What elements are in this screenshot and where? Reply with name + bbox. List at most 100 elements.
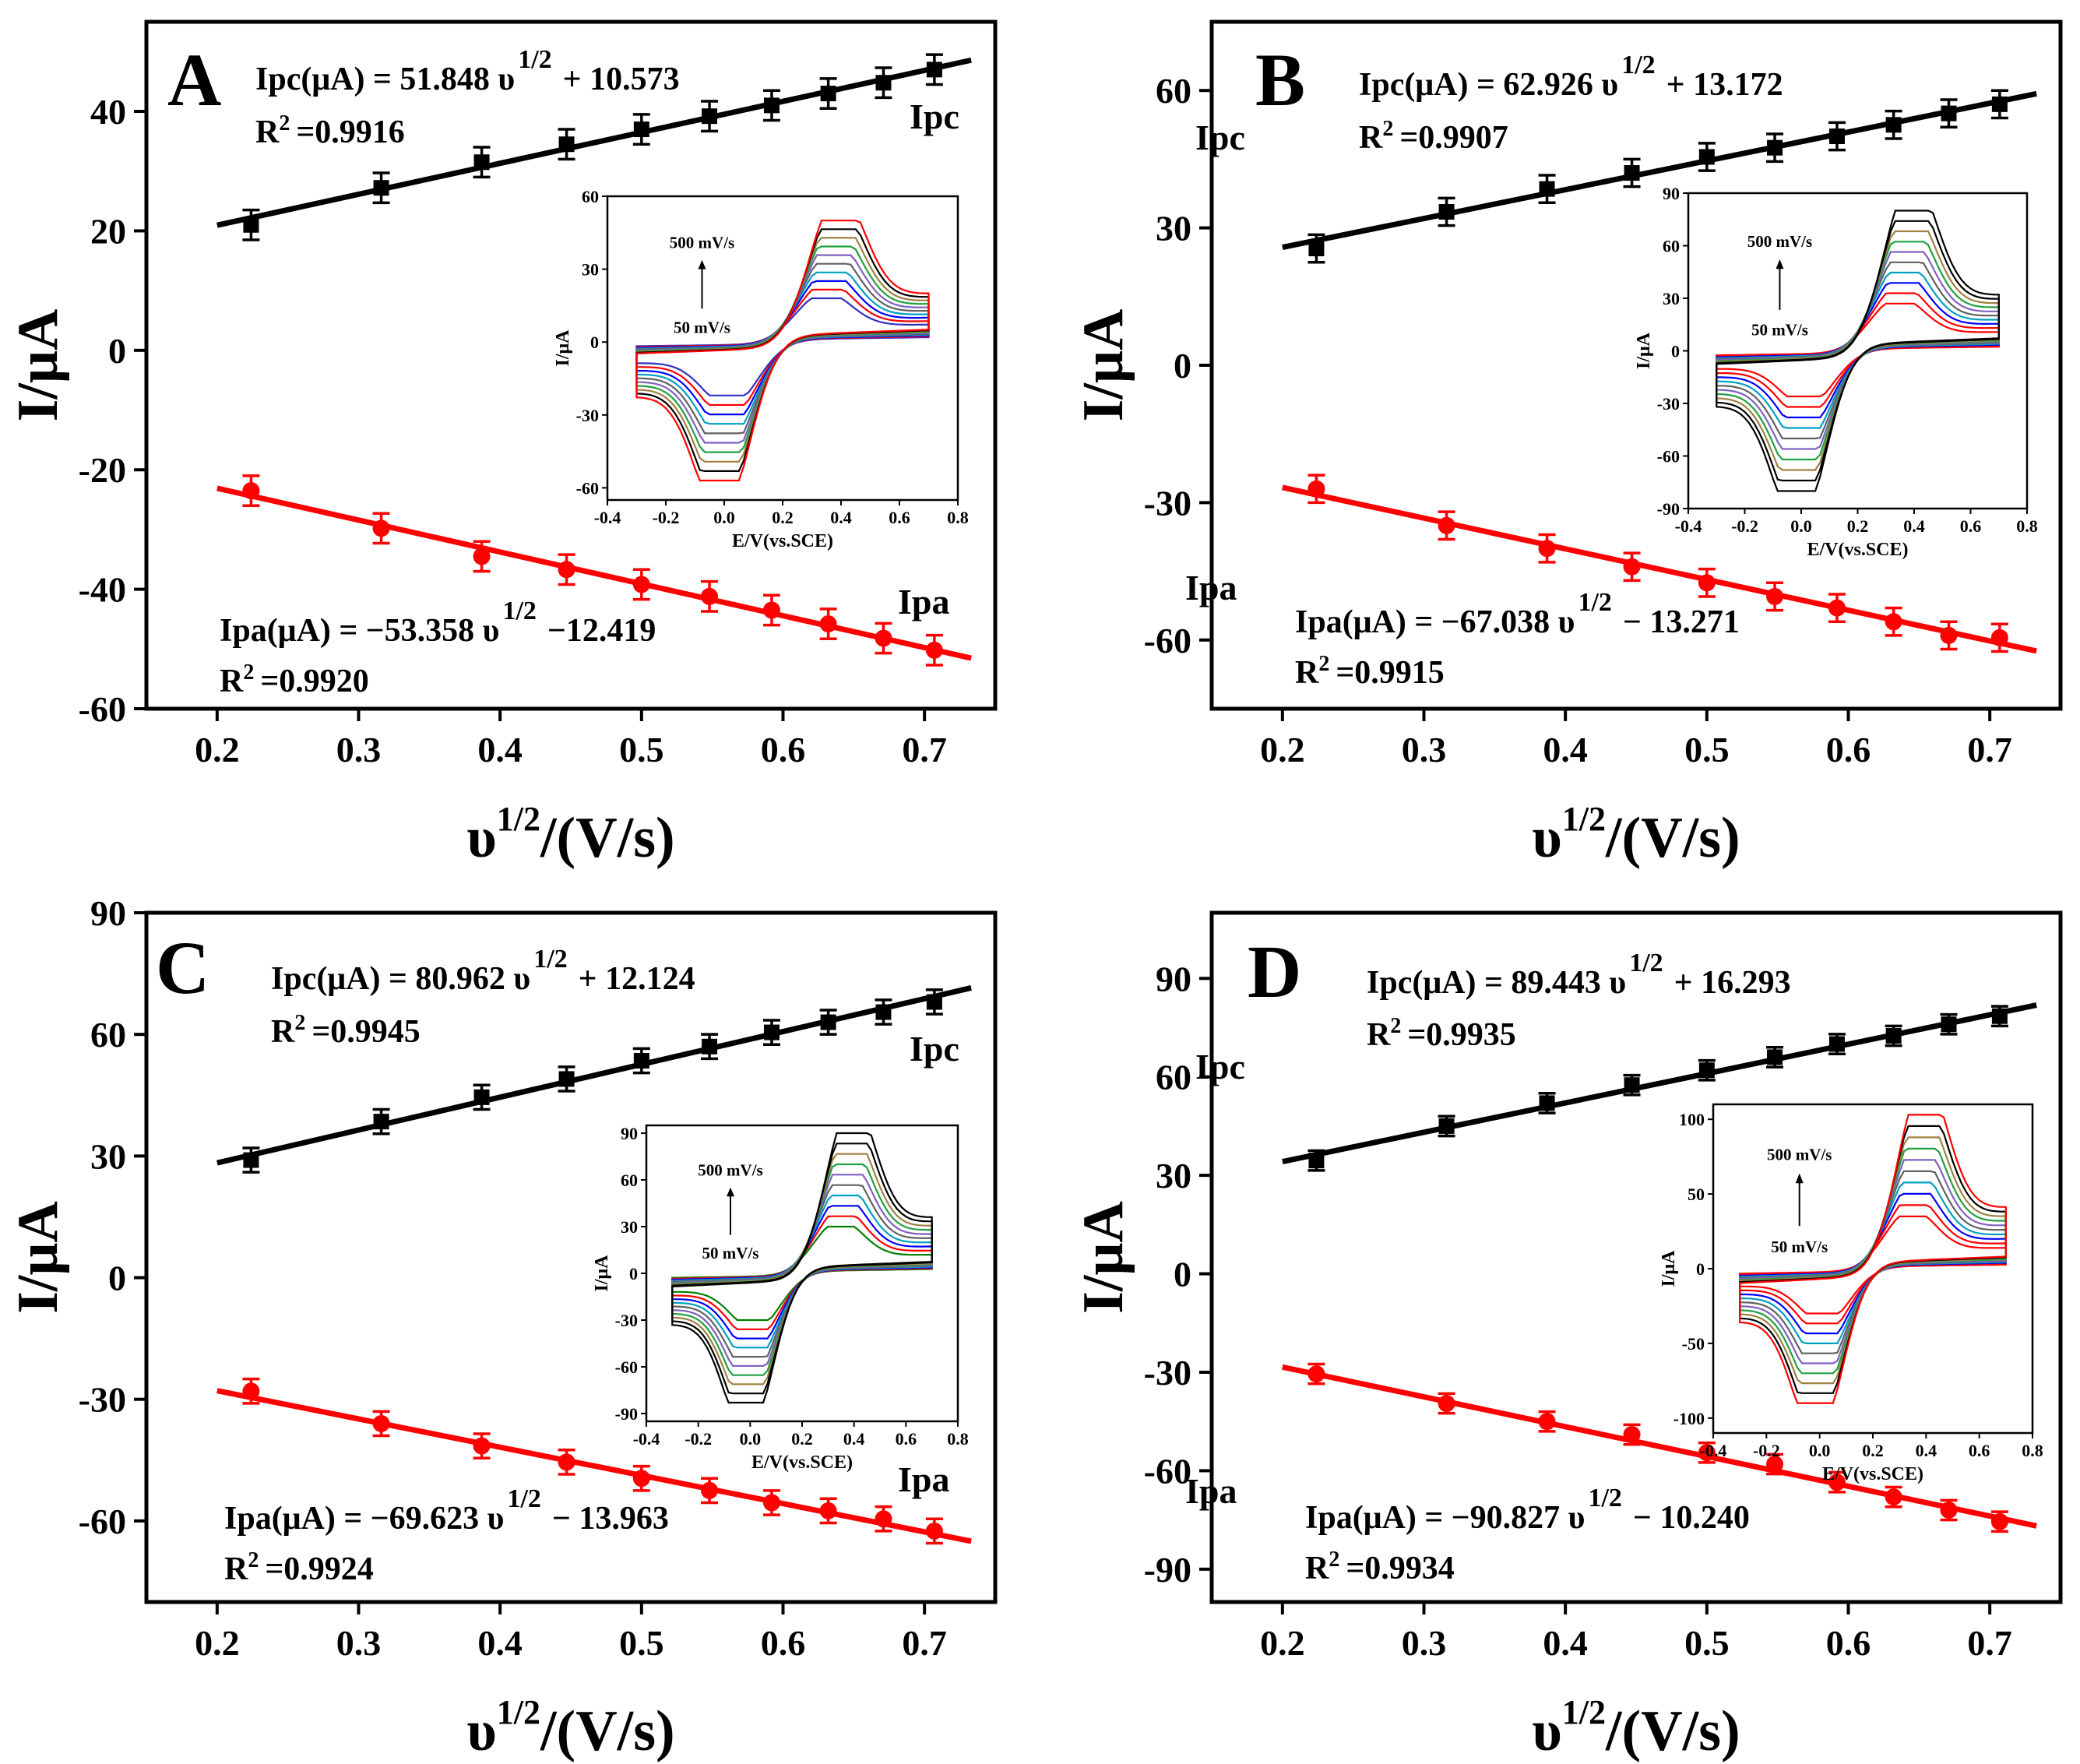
inset-arrow-head [1795, 1173, 1804, 1184]
data-point [1766, 1456, 1784, 1473]
data-point [372, 1414, 390, 1432]
x-axis-exponent: 1/2 [1562, 800, 1606, 838]
inset-cv-plot: -0.4 -0.2 0.0 0.2 0.4 0.6 0.8 -60 -30 0 30 60 E/V(vs… [553, 187, 969, 551]
plot-frame [144, 910, 998, 1604]
x-axis-exponent: 1/2 [497, 800, 540, 838]
data-point [1885, 117, 1902, 133]
data-point [1885, 613, 1902, 631]
x-tick-label: 0.2 [1260, 1623, 1305, 1663]
x-tick-label: 0.7 [902, 1623, 947, 1663]
data-point [1307, 1365, 1325, 1383]
data-point [473, 548, 491, 565]
x-tick-label: 0.4 [1543, 730, 1588, 769]
equation-lhs: Ipc(μA) = 89.443 υ [1367, 965, 1626, 1001]
data-point [372, 519, 390, 537]
y-axis-title: I/μA [1072, 309, 1135, 422]
data-point [1698, 574, 1716, 592]
series-label: Ipc [910, 97, 959, 136]
inset-y-tick-label: 90 [621, 1124, 638, 1143]
data-point [926, 994, 942, 1010]
series-label: Ipc [1195, 1047, 1245, 1086]
inset-x-tick-label: 0.8 [2016, 516, 2038, 536]
equation-exponent: 1/2 [1588, 1484, 1621, 1512]
inset-x-tick-label: 0.0 [713, 508, 735, 527]
data-point [242, 1382, 260, 1400]
inset-y-axis-title: I/μA [1634, 332, 1654, 369]
equation-rhs: −12.419 [547, 613, 656, 649]
inset-y-axis-title: I/μA [592, 1255, 612, 1292]
r-squared: R2 =0.9945 [271, 1011, 421, 1050]
data-point [1438, 1118, 1455, 1134]
x-axis-symbol: υ [1532, 806, 1561, 870]
inset-x-tick-label: 0.8 [2022, 1441, 2043, 1460]
data-point [1828, 129, 1845, 144]
series-ipc: Ipc(μA) = 51.848 υ1/2 + 10.573 R2 =0.9916 Ip… [216, 45, 972, 241]
r-squared-exponent: 2 [248, 1548, 259, 1572]
fit-line [1282, 90, 2037, 250]
data-point [1624, 1077, 1640, 1093]
data-point [558, 1071, 575, 1087]
data-point [820, 1014, 836, 1030]
inset-x-tick-label: 0.8 [947, 508, 969, 527]
fit-equation: Ipc(μA) = 80.962 υ1/2 + 12.124 [271, 945, 695, 997]
inset-note-high: 500 mV/s [1767, 1146, 1832, 1164]
x-axis-exponent: 1/2 [497, 1693, 540, 1731]
equation-rhs: + 16.293 [1674, 965, 1791, 1001]
r-squared-symbol: R [1295, 655, 1319, 691]
inset-y-tick-label: 0 [1696, 1259, 1705, 1279]
equation-lhs: Ipa(μA) = −90.827 υ [1305, 1500, 1585, 1536]
data-point [1624, 165, 1640, 181]
data-point [875, 1004, 892, 1020]
y-tick-label: -60 [1144, 1451, 1191, 1491]
inset-x-tick-label: 0.4 [830, 508, 852, 527]
inset-x-tick-label: -0.2 [1731, 516, 1758, 536]
data-point [702, 1038, 718, 1055]
x-axis-title: υ1/2/(V/s) [466, 800, 674, 870]
r-squared-value: =0.9945 [311, 1014, 420, 1050]
fit-line [216, 485, 972, 661]
x-axis-title: υ1/2/(V/s) [1532, 800, 1740, 870]
data-point [1885, 1488, 1902, 1506]
data-point [1828, 1036, 1845, 1052]
data-point [1990, 628, 2008, 646]
y-axis-title: I/μA [6, 309, 70, 422]
r-squared-value: =0.9924 [265, 1551, 373, 1587]
r-squared-symbol: R [224, 1551, 248, 1587]
inset-cv-plot: -0.4 -0.2 0.0 0.2 0.4 0.6 0.8 -90 -60 -30 0 30 60 90 E… [1634, 184, 2038, 560]
inset-y-tick-label: 90 [1663, 184, 1680, 203]
fit-equation: Ipa(μA) = −67.038 υ1/2 − 13.271 [1295, 588, 1740, 640]
r-squared-value: =0.9916 [296, 114, 404, 150]
r-squared-value: =0.9935 [1407, 1017, 1515, 1053]
r-squared: R2 =0.9907 [1359, 117, 1508, 156]
inset-x-tick-label: -0.4 [594, 508, 621, 527]
equation-exponent: 1/2 [502, 597, 536, 625]
fit-line [216, 57, 972, 228]
data-point [1698, 1062, 1715, 1079]
data-point [875, 75, 892, 91]
data-point [1308, 1153, 1325, 1169]
inset-note-low: 50 mV/s [1751, 320, 1808, 339]
data-point [473, 1437, 491, 1455]
data-point [1828, 599, 1846, 617]
inset-frame [1712, 1103, 2034, 1435]
y-axis-title: I/μA [1072, 1201, 1135, 1314]
data-point [820, 86, 836, 102]
y-tick-label: 90 [90, 893, 126, 933]
panel-letter: B [1255, 38, 1305, 121]
y-tick-label: -60 [79, 1502, 126, 1541]
inset-y-tick-label: -30 [576, 406, 599, 425]
x-tick-label: 0.3 [336, 730, 382, 769]
inset-x-tick-label: 0.2 [772, 508, 794, 527]
x-tick-label: 0.2 [195, 1623, 240, 1663]
x-tick-label: 0.5 [619, 1623, 664, 1663]
r-squared-value: =0.9920 [260, 664, 368, 699]
x-axis-symbol: υ [1532, 1699, 1561, 1763]
equation-lhs: Ipc(μA) = 51.848 υ [255, 62, 515, 97]
data-point [1307, 480, 1325, 498]
inset-y-tick-label: 30 [1663, 289, 1680, 308]
inset-note-high: 500 mV/s [670, 233, 734, 252]
inset-y-tick-label: -30 [1657, 394, 1680, 414]
y-tick-label: -30 [1144, 483, 1191, 523]
x-tick-label: 0.7 [1967, 1623, 2012, 1663]
